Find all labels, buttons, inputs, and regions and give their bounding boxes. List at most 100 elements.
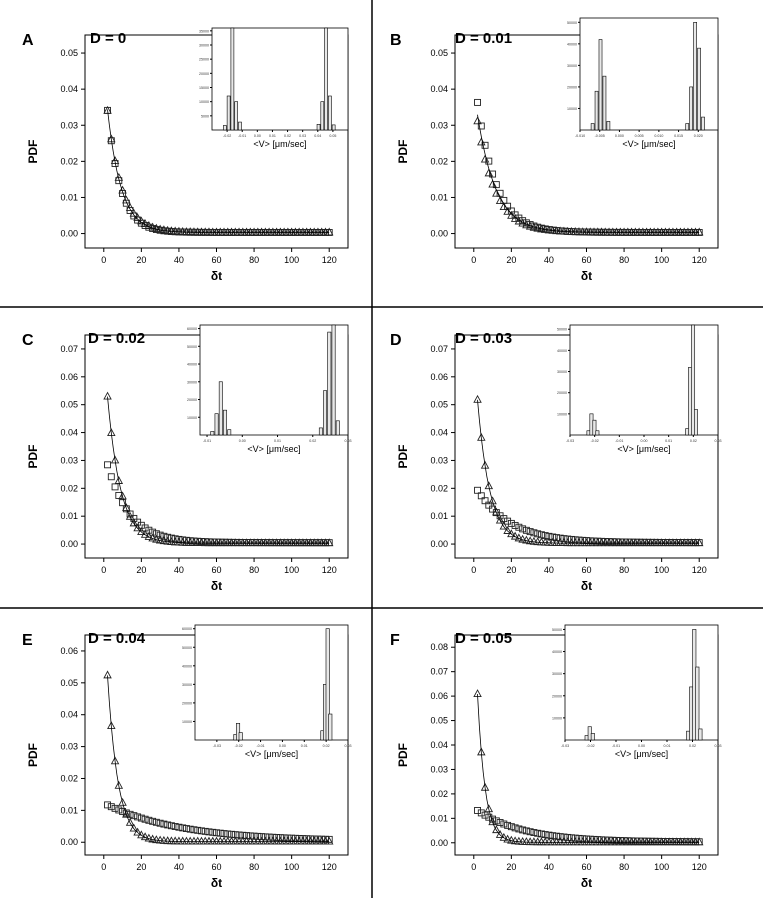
histogram-bar (318, 427, 323, 436)
square-marker (477, 122, 485, 130)
square-marker (175, 823, 183, 831)
x-tick-label: 120 (692, 255, 707, 265)
square-marker (164, 533, 172, 541)
histogram-bar (335, 420, 340, 436)
inset-y-tick-label: 10000 (567, 107, 577, 111)
y-tick-label: 0.04 (430, 84, 448, 94)
x-tick-label: 0 (101, 565, 106, 575)
triangle-marker (484, 804, 494, 813)
histogram-bar (698, 728, 703, 741)
panel-letter: D (390, 332, 402, 349)
square-marker (134, 813, 142, 821)
inset-x-axis-label: <V> [μm/sec] (622, 139, 675, 149)
triangle-marker (114, 780, 124, 789)
y-tick-label: 0.00 (430, 838, 448, 848)
inset-x-tick-label: 0.03 (345, 439, 352, 443)
square-marker (137, 814, 145, 822)
x-tick-label: 0 (471, 862, 476, 872)
inset-x-axis-label: <V> [μm/sec] (617, 444, 670, 454)
y-tick-label: 0.00 (60, 837, 78, 847)
square-marker (152, 530, 160, 538)
x-tick-label: 60 (211, 255, 221, 265)
triangle-marker (525, 221, 535, 230)
square-marker (564, 833, 572, 841)
histogram-bar (230, 27, 235, 131)
square-marker (504, 517, 512, 525)
square-marker (111, 804, 119, 812)
histogram-bar (594, 90, 599, 131)
chart-panel-f: F D = 0.05 0 20 40 60 80 100 120 0.00 0.01 0.02 0.03… (390, 624, 722, 890)
fit-line (107, 109, 330, 233)
y-tick-label: 0.06 (60, 646, 78, 656)
inset-x-tick-label: 0.01 (269, 134, 276, 138)
x-tick-label: 0 (101, 255, 106, 265)
x-tick-label: 100 (284, 255, 299, 265)
panel-title: D = 0.01 (455, 30, 512, 47)
square-marker (216, 829, 224, 837)
x-tick-label: 60 (581, 862, 591, 872)
square-marker (530, 829, 538, 836)
square-marker (515, 825, 523, 833)
inset-x-tick-label: 0.03 (345, 744, 352, 748)
inset-x-tick-label: 0.020 (694, 134, 703, 138)
x-tick-label: 0 (471, 255, 476, 265)
square-marker (130, 812, 138, 820)
histogram-bar (590, 733, 595, 741)
y-tick-label: 0.05 (430, 716, 448, 726)
square-marker (568, 834, 575, 842)
inset-x-tick-label: 0.00 (638, 744, 645, 748)
histogram-bar (685, 123, 690, 131)
inset-x-tick-label: 0.02 (689, 744, 696, 748)
square-marker (575, 834, 583, 842)
square-marker (534, 829, 542, 837)
histogram-bar (331, 324, 336, 436)
inset-y-tick-label: 50000 (182, 646, 192, 650)
square-marker (579, 835, 587, 843)
square-marker (160, 820, 168, 828)
histogram-bar (689, 86, 694, 131)
square-marker (496, 819, 504, 826)
histogram-bar (226, 95, 231, 131)
inset-x-tick-label: 0.00 (239, 439, 246, 443)
inset-x-tick-label: -0.010 (575, 134, 585, 138)
square-marker (261, 833, 269, 841)
fit-line (107, 675, 330, 842)
histogram-bar (223, 409, 227, 436)
triangle-marker (148, 222, 157, 231)
square-marker (485, 501, 493, 509)
square-marker (179, 824, 187, 832)
histogram-bar (238, 732, 243, 741)
y-tick-label: 0.04 (60, 428, 78, 438)
y-tick-label: 0.07 (430, 344, 448, 354)
triangle-marker (122, 809, 131, 818)
square-marker (507, 823, 515, 831)
square-marker (265, 833, 273, 841)
x-tick-label: 60 (581, 565, 591, 575)
triangle-marker (477, 137, 486, 146)
histogram-bar (214, 413, 219, 436)
triangle-marker (503, 526, 512, 534)
square-marker (485, 813, 493, 821)
x-tick-label: 80 (619, 565, 629, 575)
x-tick-label: 60 (211, 862, 221, 872)
inset-x-tick-label: 0.00 (641, 439, 648, 443)
triangle-marker (324, 538, 334, 547)
triangle-marker (155, 224, 165, 233)
triangle-marker (133, 523, 142, 532)
square-marker (107, 803, 115, 811)
triangle-marker (118, 797, 127, 806)
inset-x-tick-label: -0.03 (213, 744, 221, 748)
x-tick-label: 20 (506, 862, 516, 872)
inset-histogram: -0.02 -0.01 0.00 0.01 0.02 0.03 0.04 0.05 5000 10… (199, 27, 349, 149)
triangle-marker (125, 202, 135, 211)
histogram-bar (238, 121, 242, 131)
square-marker (560, 535, 568, 543)
square-marker (526, 528, 534, 536)
square-marker (552, 534, 560, 542)
square-marker (530, 529, 538, 537)
inset-x-tick-label: -0.03 (566, 439, 574, 443)
x-tick-label: 0 (471, 565, 476, 575)
triangle-marker (694, 538, 704, 547)
triangle-marker (122, 195, 131, 204)
